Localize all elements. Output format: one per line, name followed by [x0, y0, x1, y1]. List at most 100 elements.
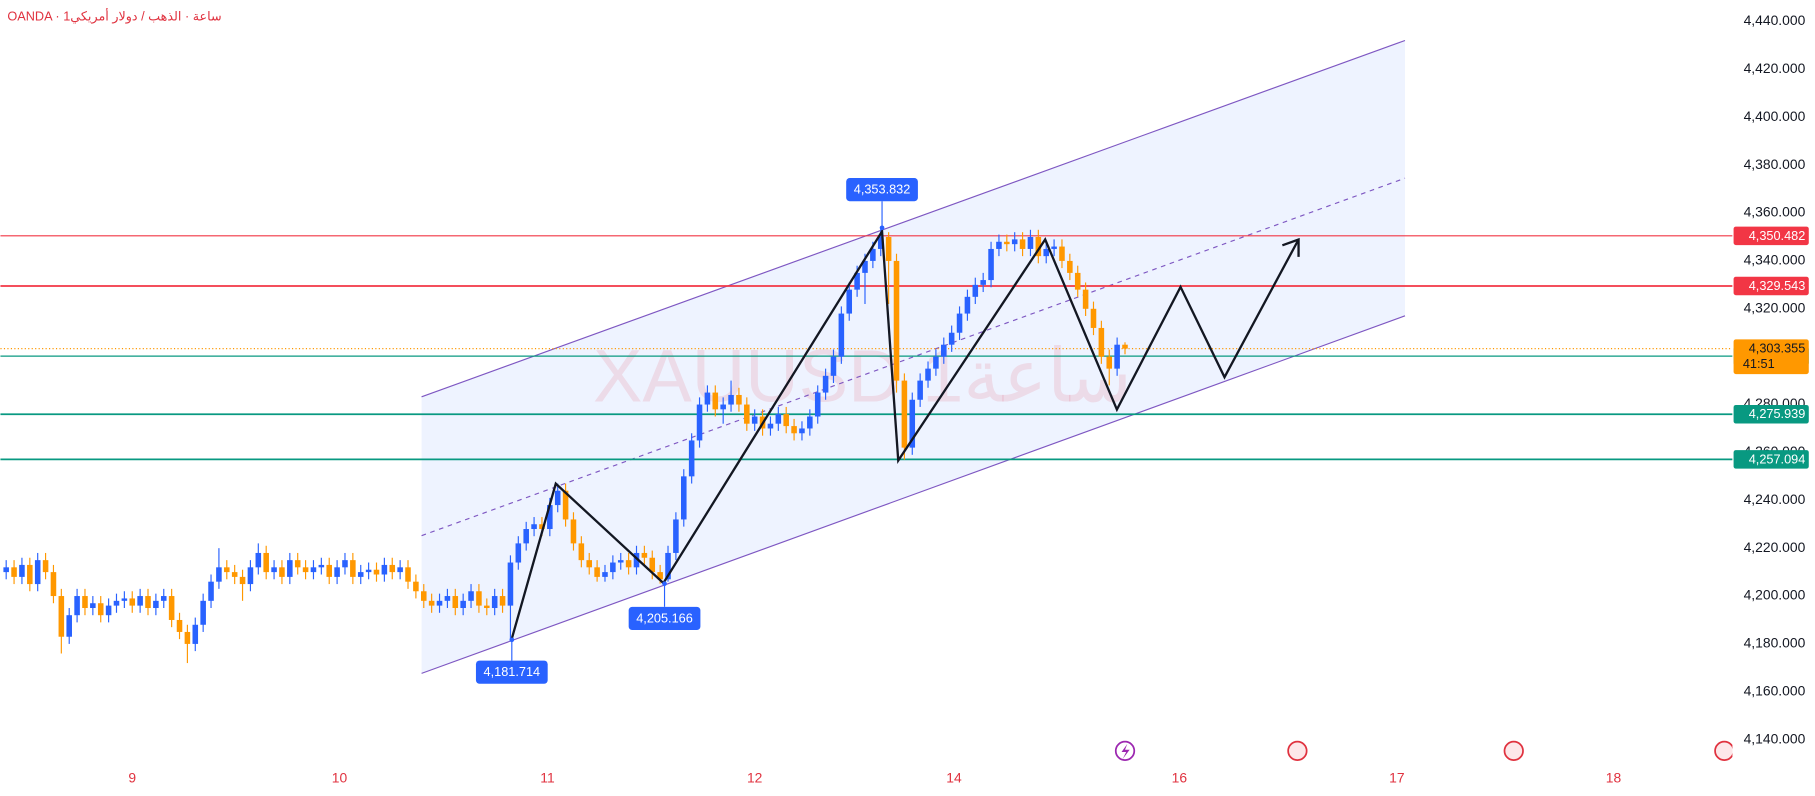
candle-body	[515, 543, 522, 563]
candle-body	[870, 248, 876, 261]
x-tick-label: 18	[1606, 769, 1622, 785]
candle-body	[673, 519, 679, 553]
y-tick-label: 4,140.000	[1744, 730, 1806, 746]
candle-body	[1004, 241, 1010, 245]
candle-body	[554, 490, 561, 506]
candle-body	[783, 414, 789, 427]
candle-body	[751, 416, 758, 424]
last-price-box	[1733, 339, 1809, 375]
y-tick-label: 4,220.000	[1744, 539, 1806, 555]
flag-icon[interactable]	[1503, 740, 1524, 762]
price-level-label: 4,257.094	[1749, 451, 1806, 466]
projection-line	[510, 227, 1300, 639]
flag-icon[interactable]	[1287, 740, 1308, 762]
price-level-box	[1733, 450, 1809, 469]
candle-body	[397, 567, 403, 573]
candle-body	[980, 280, 986, 285]
candle-body	[11, 567, 17, 577]
candle-body	[893, 260, 900, 381]
candle-body	[633, 552, 640, 568]
candle-body	[1019, 239, 1026, 249]
candle-body	[941, 344, 947, 357]
candle-body	[1067, 260, 1073, 273]
candle-body	[1059, 246, 1065, 261]
candle-body	[499, 596, 506, 606]
candle-body	[105, 605, 112, 616]
annotation-box	[846, 178, 918, 202]
y-tick-label: 4,440.000	[1744, 12, 1806, 28]
candle-body	[720, 404, 726, 410]
candle-body	[468, 591, 474, 601]
candle-body	[578, 543, 585, 561]
price-level-label: 4,350.482	[1749, 228, 1806, 243]
candle-body	[90, 603, 96, 609]
candle-body	[972, 284, 979, 297]
candle-body	[428, 600, 435, 606]
candle-body	[964, 296, 971, 314]
candle-body	[413, 581, 419, 592]
channel-lower	[421, 315, 1406, 674]
candle-body	[586, 560, 593, 568]
candle-body	[728, 394, 734, 405]
candle-body	[688, 440, 695, 477]
candle-body	[365, 569, 372, 573]
x-tick-label: 14	[946, 769, 962, 785]
price-level-box	[1733, 226, 1809, 246]
candle-body	[807, 416, 813, 429]
candle-body	[153, 600, 159, 609]
candle-body	[326, 564, 332, 577]
candle-body	[373, 569, 380, 575]
annotation-label: 4,353.832	[854, 182, 911, 197]
candle-body	[58, 596, 65, 637]
candle-body	[736, 394, 742, 405]
price-level-box	[1733, 405, 1809, 424]
candle-body	[1051, 246, 1057, 249]
candle-body	[484, 605, 490, 609]
candle-body	[657, 572, 663, 580]
candle-body	[27, 564, 33, 585]
candle-body	[649, 557, 656, 573]
candle-body	[625, 560, 632, 568]
y-tick-label: 4,200.000	[1744, 587, 1806, 603]
annotation-box	[475, 660, 548, 684]
candle-body	[216, 567, 222, 582]
candle-body	[775, 414, 782, 424]
candle-body	[444, 596, 451, 601]
candle-body	[160, 596, 167, 601]
x-tick-label: 17	[1389, 769, 1405, 785]
annotations: 4,353.832 4,205.166 4,181.714	[475, 178, 918, 684]
candle-body	[877, 236, 884, 249]
candle-body	[594, 567, 600, 577]
candle-body	[74, 596, 80, 616]
event-icon-glyph	[1121, 743, 1130, 759]
candle-body	[523, 529, 529, 544]
candle-body	[82, 596, 88, 609]
candle-body	[294, 560, 301, 568]
candle-body	[34, 560, 41, 585]
flag-icon[interactable]	[1714, 740, 1735, 762]
candle-body	[901, 380, 908, 448]
candle-body	[239, 576, 246, 585]
candle-body	[562, 490, 569, 520]
price-level-label: 4,329.543	[1749, 278, 1806, 293]
candles	[3, 227, 1128, 664]
candle-body	[917, 380, 923, 400]
candle-body	[460, 600, 466, 609]
candle-body	[184, 631, 191, 644]
y-tick-label: 4,420.000	[1744, 60, 1806, 76]
candle-body	[1082, 289, 1089, 309]
candle-body	[350, 560, 356, 577]
candle-body	[1090, 308, 1097, 328]
candle-body	[224, 567, 230, 573]
candle-body	[1122, 344, 1128, 349]
candle-body	[1043, 248, 1049, 257]
candle-body	[113, 600, 120, 606]
chart-title: OANDA · 1ساعة · الذهب / دولار أمريكي	[7, 8, 221, 25]
candle-body	[168, 596, 175, 620]
annotation-box	[628, 606, 701, 630]
candle-body	[814, 392, 821, 417]
y-tick-label: 4,320.000	[1744, 299, 1806, 315]
